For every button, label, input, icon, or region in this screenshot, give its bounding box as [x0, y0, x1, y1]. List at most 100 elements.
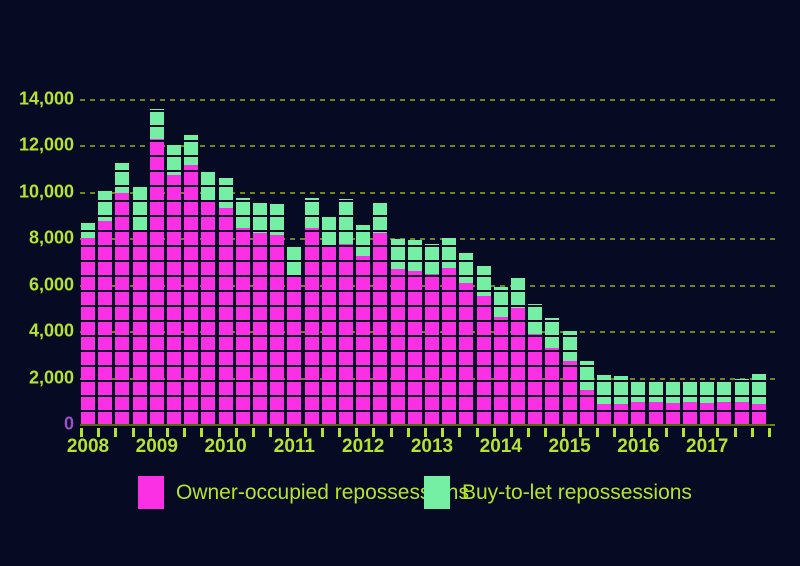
segment-buy-to-let [700, 382, 715, 403]
bar-2009-q4 [201, 171, 216, 426]
bar-2013-q3 [459, 253, 474, 425]
x-tick [217, 428, 221, 437]
segment-buy-to-let [81, 223, 95, 239]
segment-owner-occupied [218, 207, 233, 425]
segment-owner-occupied [665, 402, 680, 425]
bar-2016-q4 [683, 380, 697, 426]
segment-owner-occupied [476, 296, 491, 425]
segment-buy-to-let [459, 253, 474, 284]
bar-2013-q4 [476, 265, 491, 426]
segment-buy-to-let [734, 378, 749, 402]
year-label-2011: 2011 [273, 436, 316, 457]
bar-2008-q1 [81, 223, 95, 425]
segment-buy-to-let [218, 177, 233, 208]
bar-2011-q1 [287, 245, 302, 425]
segment-owner-occupied [683, 401, 697, 425]
segment-buy-to-let [545, 318, 560, 349]
segment-owner-occupied [579, 390, 594, 425]
segment-owner-occupied [648, 401, 663, 425]
x-tick [338, 428, 341, 437]
x-tick [269, 428, 273, 437]
y-axis-label-0: 0 [63, 413, 74, 434]
x-tick [252, 428, 255, 437]
y-axis-label-4000: 4,000 [28, 320, 74, 341]
segment-buy-to-let [321, 216, 336, 247]
y-axis-label-10000: 10,000 [18, 181, 74, 202]
x-tick [578, 428, 582, 437]
legend-item-buy-to-let: Buy-to-let repossessions [424, 476, 692, 509]
bar-2008-q4 [132, 184, 147, 426]
x-tick [131, 428, 135, 437]
segment-buy-to-let [631, 380, 646, 402]
segment-owner-occupied [149, 139, 164, 425]
segment-buy-to-let [751, 373, 766, 405]
x-tick [699, 428, 703, 437]
segment-buy-to-let [493, 286, 508, 318]
year-label-2010: 2010 [204, 436, 247, 457]
segment-buy-to-let [149, 109, 164, 140]
segment-buy-to-let [184, 134, 199, 165]
gridline-10000 [80, 191, 778, 194]
x-tick [166, 428, 169, 437]
bar-2011-q3 [321, 216, 336, 425]
bar-2015-q2 [579, 361, 594, 425]
legend-label-owner-occupied: Owner-occupied repossessions [176, 481, 469, 504]
x-tick [303, 428, 307, 437]
segment-buy-to-let [253, 203, 267, 234]
bar-2015-q1 [562, 330, 577, 426]
segment-owner-occupied [390, 269, 405, 425]
segment-owner-occupied [700, 402, 715, 425]
x-tick [613, 428, 617, 437]
segment-owner-occupied [631, 401, 646, 425]
segment-owner-occupied [167, 175, 181, 425]
segment-owner-occupied [356, 255, 371, 425]
segment-owner-occupied [253, 233, 267, 425]
x-tick [664, 428, 668, 437]
year-label-2015: 2015 [548, 436, 591, 457]
segment-owner-occupied [459, 283, 474, 425]
segment-owner-occupied [528, 334, 543, 425]
y-axis-label-14000: 14,000 [18, 88, 74, 109]
segment-owner-occupied [751, 404, 766, 425]
bar-2014-q1 [493, 286, 508, 426]
year-label-2009: 2009 [135, 436, 178, 457]
bar-2016-q1 [631, 380, 646, 426]
bar-2013-q2 [442, 238, 457, 425]
x-axis-line [80, 424, 770, 426]
segment-owner-occupied [132, 230, 147, 425]
bar-2012-q1 [356, 225, 371, 425]
segment-buy-to-let [665, 382, 680, 403]
y-axis-label-2000: 2,000 [28, 367, 74, 388]
y-axis-label-6000: 6,000 [28, 274, 74, 295]
year-label-2017: 2017 [686, 436, 729, 457]
segment-owner-occupied [115, 192, 130, 425]
y-axis-label-12000: 12,000 [18, 135, 74, 156]
legend-item-owner-occupied: Owner-occupied repossessions [138, 476, 469, 509]
x-tick [355, 428, 359, 437]
bar-2013-q1 [425, 243, 439, 426]
segment-buy-to-let [407, 240, 422, 271]
gridline-12000 [80, 145, 778, 148]
segment-buy-to-let [579, 361, 594, 391]
bar-2009-q1 [149, 109, 164, 425]
legend-swatch-buy-to-let [424, 476, 450, 509]
segment-buy-to-let [683, 380, 697, 402]
segment-owner-occupied [270, 234, 285, 425]
bar-2008-q2 [98, 190, 113, 426]
segment-owner-occupied [339, 243, 353, 425]
segment-buy-to-let [597, 375, 611, 405]
bar-2017-q1 [700, 382, 715, 425]
x-tick [389, 428, 393, 437]
x-tick [441, 428, 445, 437]
segment-buy-to-let [442, 238, 457, 269]
x-tick [97, 428, 101, 437]
legend: Owner-occupied repossessions Buy-to-let … [0, 476, 800, 516]
segment-owner-occupied [407, 270, 422, 425]
bar-2009-q2 [167, 145, 181, 425]
x-tick [527, 428, 531, 437]
x-tick [372, 428, 376, 437]
x-tick [234, 428, 238, 437]
legend-label-buy-to-let: Buy-to-let repossessions [462, 481, 692, 504]
segment-buy-to-let [373, 203, 388, 234]
